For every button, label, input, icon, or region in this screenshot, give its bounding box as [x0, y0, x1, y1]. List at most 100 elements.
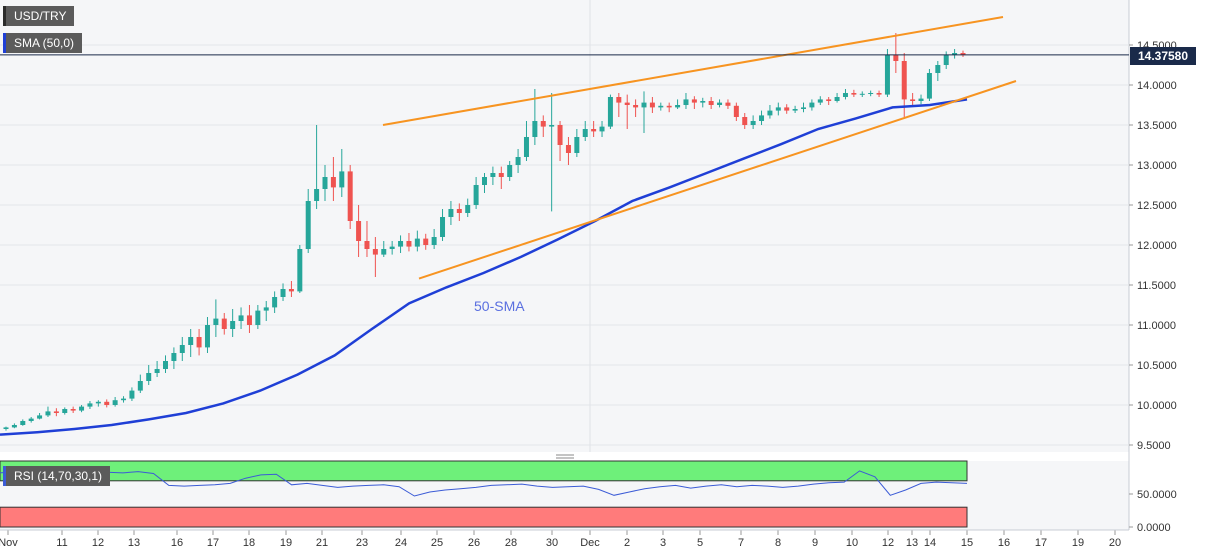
- candle-body: [817, 99, 823, 103]
- rsi-oversold-border: [0, 506, 968, 528]
- candle-body: [3, 427, 9, 429]
- candle-body: [633, 105, 639, 108]
- candle-body: [591, 129, 597, 132]
- x-tick-label: 12: [92, 537, 104, 549]
- candle-body: [507, 165, 513, 177]
- candle-body: [163, 361, 168, 369]
- x-tick-label: Dec: [580, 537, 600, 549]
- candle-body: [759, 115, 765, 121]
- price-tick-label: 12.0000: [1137, 240, 1177, 252]
- candle-body: [926, 73, 932, 99]
- candle-body: [918, 98, 924, 101]
- candle-body: [213, 318, 219, 325]
- candle-body: [465, 205, 471, 213]
- candle-body: [440, 217, 446, 237]
- candle-body: [112, 400, 118, 405]
- price-tick-label: 10.0000: [1137, 400, 1177, 412]
- candle-body: [448, 209, 454, 217]
- x-tick-label: 17: [1035, 537, 1047, 549]
- candle-body: [666, 105, 672, 108]
- candle-body: [121, 398, 127, 401]
- x-tick-label: 26: [468, 537, 480, 549]
- candle-body: [742, 117, 748, 125]
- candle-body: [607, 97, 613, 127]
- candle-body: [381, 249, 387, 255]
- price-tick-label: 11.0000: [1137, 320, 1176, 332]
- candle-body: [515, 157, 521, 165]
- candle-body: [792, 109, 798, 111]
- candle-body: [482, 177, 487, 185]
- candle-body: [725, 102, 731, 106]
- candle-body: [104, 401, 110, 405]
- x-tick-label: 30: [546, 537, 558, 549]
- candle-body: [733, 105, 739, 117]
- candle-body: [826, 99, 832, 101]
- candle-body: [364, 241, 370, 249]
- candle-body: [700, 101, 706, 103]
- candle-body: [708, 101, 714, 105]
- candle-body: [79, 406, 85, 411]
- candle-body: [356, 221, 362, 241]
- rsi-overbought-border: [0, 460, 968, 482]
- candle-body: [691, 99, 697, 103]
- candle-body: [146, 373, 152, 381]
- candle-body: [893, 54, 899, 61]
- candle-body: [498, 173, 504, 177]
- price-panel-bg: [0, 0, 1129, 452]
- candle-body: [565, 145, 571, 153]
- candle-body: [95, 401, 101, 404]
- candle-body: [339, 171, 345, 188]
- candle-body: [557, 125, 563, 145]
- candle-body: [574, 137, 580, 153]
- panel-splitter[interactable]: [555, 453, 575, 459]
- candle-body: [389, 246, 395, 249]
- candle-body: [188, 337, 194, 345]
- candle-body: [129, 390, 135, 399]
- candle-body: [649, 102, 655, 108]
- candle-body: [255, 310, 261, 325]
- candle-body: [62, 409, 68, 413]
- sma-legend[interactable]: SMA (50,0): [3, 33, 83, 53]
- candle-body: [549, 125, 555, 127]
- price-tick-label: 13.0000: [1137, 160, 1177, 172]
- candle-body: [87, 403, 93, 407]
- candle-body: [272, 297, 278, 308]
- candle-body: [599, 126, 605, 132]
- rsi-line: [0, 469, 968, 497]
- candle-body: [70, 409, 76, 411]
- candle-body: [28, 418, 34, 421]
- symbol-legend[interactable]: USD/TRY: [3, 6, 75, 26]
- x-tick-label: 13: [906, 537, 918, 549]
- current-price-value: 14.37580: [1137, 49, 1189, 63]
- x-tick-label: 8: [775, 537, 781, 549]
- x-tick-label: 14: [924, 537, 936, 549]
- rsi-legend[interactable]: RSI (14,70,30,1): [3, 466, 111, 486]
- x-tick-label: 7: [738, 537, 744, 549]
- x-tick-label: 5: [697, 537, 703, 549]
- candle-body: [423, 238, 429, 245]
- wedge-upper-line: [382, 16, 1004, 126]
- price-tick-label: 10.5000: [1137, 360, 1177, 372]
- candle-body: [658, 105, 664, 108]
- x-tick-label: 3: [660, 537, 666, 549]
- x-tick-label: 13: [128, 537, 140, 549]
- candle-body: [154, 369, 160, 373]
- x-tick-label: 20: [1109, 537, 1121, 549]
- x-tick-label: 24: [395, 537, 407, 549]
- sma-legend-label: SMA (50,0): [14, 36, 75, 50]
- candle-body: [221, 318, 227, 329]
- candle-body: [616, 97, 622, 103]
- candle-body: [238, 315, 244, 321]
- candle-body: [868, 93, 874, 94]
- candle-body: [750, 121, 756, 125]
- candle-body: [288, 289, 294, 292]
- symbol-label: USD/TRY: [14, 9, 67, 23]
- candle-body: [884, 54, 890, 95]
- x-tick-label: 15: [961, 537, 973, 549]
- candle-body: [372, 249, 378, 255]
- candle-body: [398, 241, 404, 247]
- wedge-lower-line: [418, 80, 1017, 280]
- candle-body: [675, 105, 681, 108]
- x-tick-label: 25: [431, 537, 443, 549]
